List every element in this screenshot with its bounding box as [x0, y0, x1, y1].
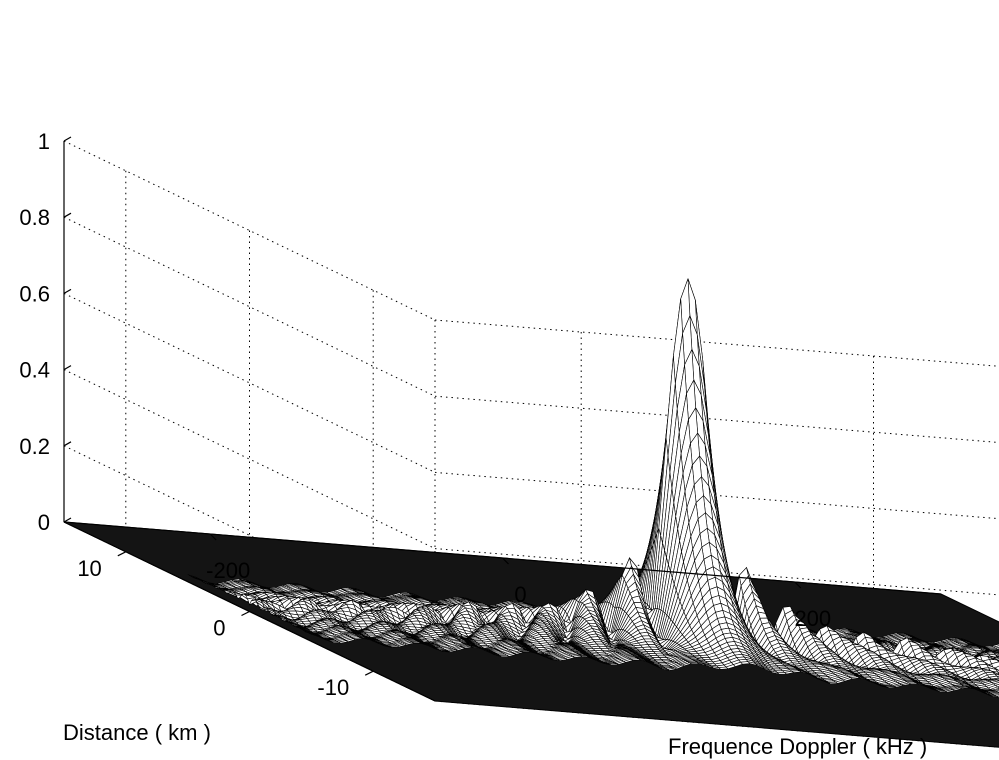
surface-mesh: [187, 278, 999, 698]
grid-line: [434, 319, 999, 367]
grid-line: [434, 395, 999, 444]
